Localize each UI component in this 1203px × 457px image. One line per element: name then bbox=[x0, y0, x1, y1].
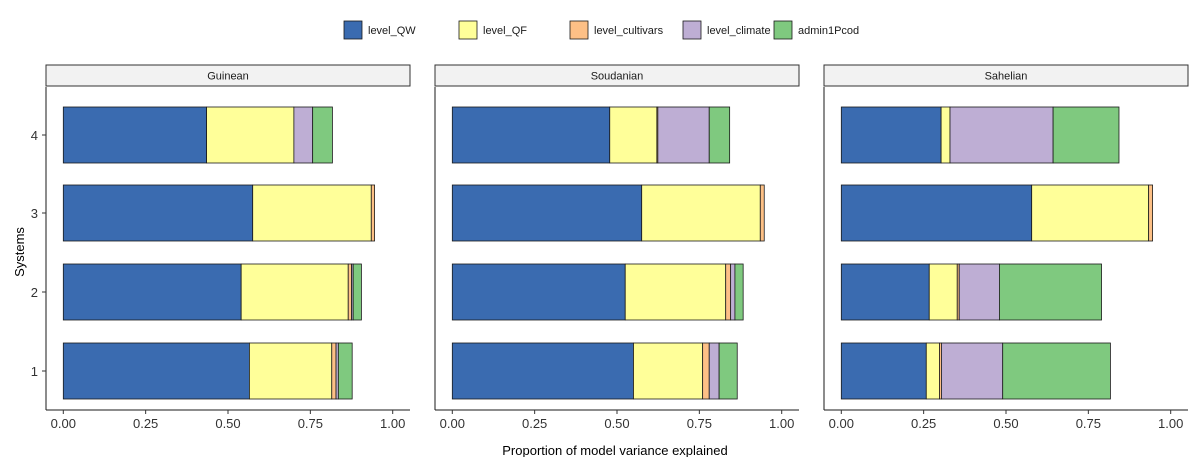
legend-label-level-qw: level_QW bbox=[368, 25, 416, 37]
y-tick-label: 3 bbox=[31, 206, 38, 221]
bar-sahelian-system-1-level-qf bbox=[925, 342, 940, 400]
bar-guinean-system-3-level-qf bbox=[252, 184, 372, 242]
bar-guinean-system-3-level-cultivars bbox=[370, 184, 375, 242]
bar-sahelian-system-4-level-climate bbox=[949, 106, 1054, 164]
bar-soudanian-system-2-level-qw bbox=[451, 263, 626, 321]
panel-soudanian: Soudanian 0.00 0.25 0.50 0.75 1.00 bbox=[434, 64, 800, 431]
x-tick-label: 0.25 bbox=[911, 416, 936, 431]
bar-soudanian-system-2-level-climate bbox=[730, 263, 736, 321]
legend-label-level-cultivars: level_cultivars bbox=[594, 25, 664, 37]
legend-item-level-qf: level_QF bbox=[458, 20, 527, 40]
legend-item-level-qw: level_QW bbox=[343, 20, 416, 40]
legend-item-level-climate: level_climate bbox=[682, 20, 771, 40]
legend-label-admin1pcod: admin1Pcod bbox=[798, 25, 859, 37]
legend-swatch-level-climate bbox=[682, 20, 702, 40]
bar-guinean-system-4-level-qw bbox=[62, 106, 207, 164]
x-tick-label: 0.50 bbox=[993, 416, 1018, 431]
bar-sahelian-system-4-level-qf bbox=[940, 106, 951, 164]
bar-guinean-system-1-level-cultivars bbox=[331, 342, 337, 400]
panel-strip-sahelian bbox=[823, 64, 1189, 87]
bar-sahelian-system-2-level-climate bbox=[958, 263, 1000, 321]
legend-label-level-qf: level_QF bbox=[483, 25, 527, 37]
bar-guinean-system-3-level-qw bbox=[62, 184, 254, 242]
bar-sahelian-system-1-level-climate bbox=[941, 342, 1004, 400]
legend-swatch-level-qf bbox=[458, 20, 478, 40]
bar-sahelian-system-2-level-qw bbox=[840, 263, 930, 321]
bar-guinean-system-4-level-climate bbox=[293, 106, 314, 164]
panel-strip-label: Sahelian bbox=[985, 71, 1028, 83]
bar-soudanian-system-4-admin1pcod bbox=[708, 106, 731, 164]
x-tick-label: 0.25 bbox=[522, 416, 547, 431]
panel-guinean: Guinean 0.00 0.25 0.50 0.75 1.00 1 2 3 4 bbox=[31, 64, 411, 431]
y-tick-label: 4 bbox=[31, 128, 38, 143]
bar-guinean-system-2-admin1pcod bbox=[352, 263, 362, 321]
bar-soudanian-system-4-level-qf bbox=[609, 106, 658, 164]
legend-swatch-admin1pcod bbox=[773, 20, 793, 40]
x-tick-label: 1.00 bbox=[1158, 416, 1183, 431]
x-tick-label: 0.00 bbox=[440, 416, 465, 431]
legend-label-level-climate: level_climate bbox=[707, 25, 771, 37]
facet-panels: Guinean 0.00 0.25 0.50 0.75 1.00 1 2 3 4 Soudanian… bbox=[31, 64, 1189, 431]
legend-item-admin1pcod: admin1Pcod bbox=[773, 20, 859, 40]
panel-sahelian: Sahelian 0.00 0.25 0.50 0.75 1.00 bbox=[823, 64, 1189, 431]
y-tick-label: 2 bbox=[31, 285, 38, 300]
bar-sahelian-system-3-level-cultivars bbox=[1148, 184, 1153, 242]
legend-swatch-level-qw bbox=[343, 20, 363, 40]
x-tick-label: 0.50 bbox=[604, 416, 629, 431]
x-tick-label: 0.75 bbox=[298, 416, 323, 431]
bar-guinean-system-1-admin1pcod bbox=[337, 342, 353, 400]
bar-soudanian-system-3-level-qw bbox=[451, 184, 643, 242]
x-tick-label: 0.00 bbox=[829, 416, 854, 431]
bar-soudanian-system-3-level-qf bbox=[641, 184, 761, 242]
bar-soudanian-system-2-admin1pcod bbox=[734, 263, 744, 321]
bar-soudanian-system-1-admin1pcod bbox=[718, 342, 738, 400]
y-tick-label: 1 bbox=[31, 364, 38, 379]
bar-sahelian-system-3-level-qw bbox=[840, 184, 1033, 242]
bar-soudanian-system-4-level-qw bbox=[451, 106, 611, 164]
bar-sahelian-system-2-level-qf bbox=[928, 263, 958, 321]
bar-soudanian-system-3-level-cultivars bbox=[759, 184, 765, 242]
bar-guinean-system-1-level-qw bbox=[62, 342, 250, 400]
y-axis-title: Systems bbox=[12, 227, 27, 277]
bar-sahelian-system-2-admin1pcod bbox=[999, 263, 1102, 321]
bar-sahelian-system-3-level-qf bbox=[1031, 184, 1150, 242]
bar-soudanian-system-4-level-climate bbox=[657, 106, 710, 164]
x-tick-label: 0.25 bbox=[133, 416, 158, 431]
x-tick-label: 0.00 bbox=[51, 416, 76, 431]
legend-swatch-level-cultivars bbox=[569, 20, 589, 40]
panel-strip-soudanian bbox=[434, 64, 800, 87]
bar-guinean-system-1-level-qf bbox=[249, 342, 333, 400]
bar-sahelian-system-1-admin1pcod bbox=[1002, 342, 1111, 400]
x-tick-label: 1.00 bbox=[380, 416, 405, 431]
bar-soudanian-system-2-level-qf bbox=[624, 263, 727, 321]
legend-item-level-cultivars: level_cultivars bbox=[569, 20, 664, 40]
bar-guinean-system-2-level-qw bbox=[62, 263, 242, 321]
x-tick-label: 1.00 bbox=[769, 416, 794, 431]
bar-soudanian-system-1-level-qw bbox=[451, 342, 634, 400]
bar-soudanian-system-2-level-cultivars bbox=[725, 263, 732, 321]
bar-soudanian-system-1-level-cultivars bbox=[702, 342, 710, 400]
x-tick-label: 0.50 bbox=[215, 416, 240, 431]
bar-soudanian-system-1-level-qf bbox=[633, 342, 704, 400]
bar-guinean-system-4-level-qf bbox=[206, 106, 295, 164]
bar-soudanian-system-1-level-climate bbox=[708, 342, 720, 400]
bar-sahelian-system-4-admin1pcod bbox=[1052, 106, 1120, 164]
panel-strip-guinean bbox=[45, 64, 411, 87]
panel-strip-label: Soudanian bbox=[591, 71, 644, 83]
bar-sahelian-system-1-level-qw bbox=[840, 342, 927, 400]
bar-guinean-system-4-admin1pcod bbox=[312, 106, 333, 164]
bar-guinean-system-2-level-qf bbox=[240, 263, 349, 321]
bar-guinean-system-2-level-cultivars bbox=[347, 263, 352, 321]
x-axis-title: Proportion of model variance explained bbox=[502, 443, 727, 457]
legend: level_QW level_QF level_cultivars level_cli… bbox=[343, 20, 859, 40]
x-tick-label: 0.75 bbox=[1076, 416, 1101, 431]
bar-sahelian-system-4-level-qw bbox=[840, 106, 942, 164]
x-tick-label: 0.75 bbox=[687, 416, 712, 431]
panel-strip-label: Guinean bbox=[207, 71, 249, 83]
